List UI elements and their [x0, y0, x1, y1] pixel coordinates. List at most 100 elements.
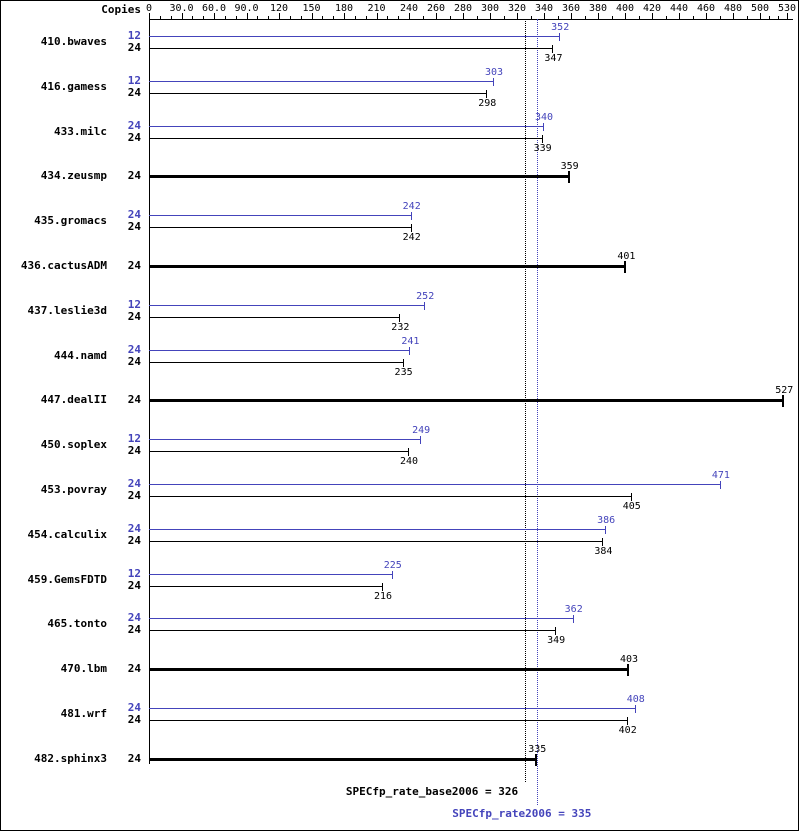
peak-bar — [149, 528, 607, 530]
axis-minor-tick — [333, 16, 335, 19]
both-bar-endcap — [535, 753, 538, 766]
axis-major-tick — [376, 13, 378, 19]
benchmark-name: 459.GemsFDTD — [27, 572, 107, 586]
copies-value: 12 — [127, 566, 141, 580]
peak-bar — [149, 80, 495, 82]
copies-value: 12 — [127, 432, 141, 446]
base-bar — [149, 451, 409, 453]
benchmark-name: 437.leslie3d — [27, 303, 107, 317]
base-bar — [149, 630, 557, 632]
axis-major-tick — [436, 13, 437, 19]
base-bar — [149, 316, 401, 318]
both-value-label: 527 — [775, 385, 794, 397]
both-bar-endcap — [782, 395, 785, 408]
axis-minor-tick — [530, 16, 532, 19]
axis-major-tick — [344, 13, 345, 19]
copies-value: 24 — [127, 342, 141, 356]
axis-tick-label: 380 — [588, 3, 608, 14]
base-bar-endcap — [402, 358, 404, 367]
peak-bar — [149, 618, 574, 620]
base-value-label: 347 — [544, 53, 563, 64]
x-axis-line — [149, 19, 793, 20]
axis-minor-tick — [398, 16, 400, 19]
axis-minor-tick — [365, 16, 367, 19]
axis-major-tick — [490, 13, 491, 19]
axis-minor-tick — [692, 16, 694, 19]
peak-bar-endcap — [493, 77, 495, 86]
peak-bar-endcap — [543, 122, 544, 131]
peak-bar — [149, 484, 721, 485]
axis-major-tick — [787, 13, 788, 19]
axis-minor-tick — [300, 16, 302, 19]
axis-major-tick — [214, 13, 215, 19]
base-value-label: 232 — [391, 321, 410, 333]
axis-major-tick — [517, 13, 518, 19]
peak-reference-line — [537, 19, 539, 805]
benchmark-name: 470.lbm — [60, 662, 107, 676]
axis-minor-tick — [387, 16, 389, 19]
base-result-label: SPECfp_rate_base2006 = 326 — [345, 785, 519, 798]
axis-minor-tick — [422, 16, 424, 19]
both-bar — [149, 668, 630, 672]
axis-major-tick — [544, 13, 545, 19]
base-bar-endcap — [552, 45, 554, 53]
axis-minor-tick — [257, 16, 259, 19]
axis-minor-tick — [203, 16, 205, 19]
axis-major-tick — [246, 13, 248, 19]
axis-tick-label: 340 — [534, 3, 554, 14]
peak-value-label: 408 — [626, 694, 645, 705]
base-value-label: 216 — [373, 590, 393, 602]
axis-tick-label: 210 — [367, 3, 386, 14]
copies-value: 12 — [127, 73, 141, 87]
base-bar-endcap — [555, 627, 557, 636]
axis-tick-label: 300 — [480, 3, 500, 14]
peak-value-label: 303 — [485, 66, 504, 78]
peak-value-label: 471 — [711, 470, 730, 481]
axis-minor-tick — [192, 16, 194, 19]
axis-major-tick — [149, 13, 150, 19]
copies-value: 24 — [127, 354, 141, 368]
benchmark-name: 434.zeusmp — [40, 169, 107, 183]
peak-value-label: 252 — [416, 290, 435, 302]
axis-minor-tick — [611, 16, 613, 19]
base-bar-endcap — [541, 134, 543, 143]
peak-value-label: 340 — [534, 111, 554, 123]
base-value-label: 402 — [618, 725, 637, 736]
base-bar-endcap — [382, 582, 383, 591]
benchmark-name: 410.bwaves — [40, 35, 107, 48]
base-value-label: 384 — [594, 545, 613, 557]
copies-value: 24 — [127, 477, 141, 490]
both-bar-endcap — [567, 171, 570, 184]
copies-value: 24 — [127, 489, 141, 502]
base-bar — [149, 227, 412, 229]
benchmark-name: 482.sphinx3 — [34, 751, 107, 765]
axis-minor-tick — [746, 16, 748, 19]
base-bar — [149, 137, 543, 139]
base-value-label: 242 — [402, 232, 421, 244]
peak-bar-endcap — [572, 615, 574, 624]
axis-tick-label: 90.0 — [234, 3, 259, 14]
copies-value: 24 — [127, 611, 141, 625]
both-bar — [149, 757, 538, 761]
axis-major-tick — [760, 13, 761, 19]
copies-value: 24 — [127, 41, 141, 54]
peak-bar — [149, 573, 393, 575]
peak-bar — [149, 439, 422, 441]
copies-column-header: Copies — [101, 3, 141, 16]
axis-minor-tick — [476, 16, 478, 19]
benchmark-name: 481.wrf — [60, 707, 107, 720]
base-bar-endcap — [399, 313, 401, 322]
axis-tick-label: 360 — [561, 3, 581, 14]
axis-minor-tick — [235, 16, 237, 19]
base-bar-endcap — [630, 493, 632, 501]
y-axis-line — [149, 19, 150, 764]
copies-value: 24 — [127, 309, 141, 323]
axis-minor-tick — [638, 16, 640, 19]
both-value-label: 359 — [560, 161, 579, 173]
axis-tick-label: 260 — [426, 3, 446, 14]
copies-value: 24 — [127, 521, 141, 535]
peak-bar — [149, 708, 636, 709]
peak-bar — [149, 36, 561, 37]
